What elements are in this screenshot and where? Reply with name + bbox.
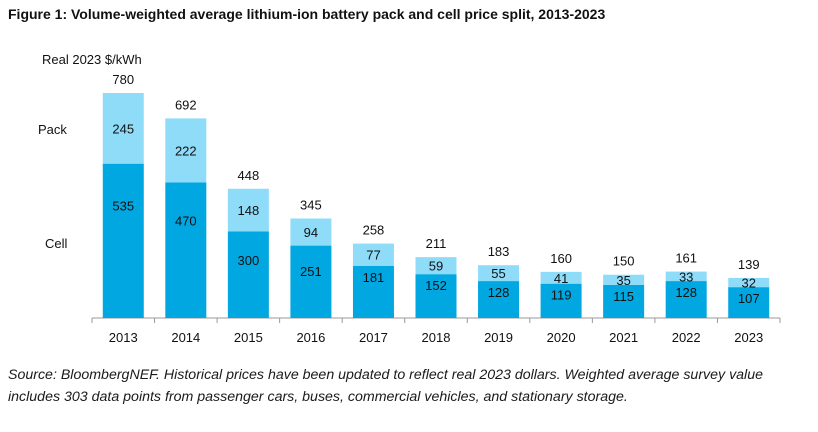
x-tick-label: 2013 (109, 330, 138, 345)
bar-pack-2021 (603, 274, 645, 285)
data-label-total: 161 (675, 251, 697, 266)
x-tick-label: 2016 (296, 330, 325, 345)
x-tick-label: 2017 (359, 330, 388, 345)
x-tick-label: 2023 (734, 330, 763, 345)
bar-pack-2018 (415, 257, 457, 275)
data-label-cell: 128 (675, 285, 697, 300)
bar-cell-2017 (352, 265, 394, 318)
bar-cell-2019 (478, 281, 520, 318)
data-label-pack: 55 (491, 266, 505, 281)
data-label-total: 448 (238, 168, 260, 183)
data-label-pack: 33 (679, 269, 693, 284)
data-label-cell: 128 (488, 285, 510, 300)
data-label-total: 211 (426, 236, 447, 251)
data-label-pack: 245 (112, 121, 134, 136)
data-label-total: 258 (363, 223, 385, 238)
bar-pack-2023 (728, 277, 770, 288)
bar-cell-2021 (603, 284, 645, 318)
bar-cell-2023 (728, 287, 770, 318)
data-label-pack: 222 (175, 143, 197, 158)
x-tick-label: 2015 (234, 330, 263, 345)
bar-cell-2016 (290, 245, 332, 318)
bar-cell-2022 (665, 281, 707, 318)
x-tick-label: 2022 (672, 330, 701, 345)
y-axis-label: Real 2023 $/kWh (42, 52, 142, 67)
bar-cell-2013 (102, 163, 144, 318)
data-label-total: 150 (613, 254, 635, 269)
bar-pack-2014 (165, 118, 207, 183)
legend-pack-label: Pack (38, 122, 67, 137)
data-label-cell: 470 (175, 214, 197, 229)
data-label-total: 345 (300, 197, 322, 212)
data-label-pack: 94 (304, 225, 318, 240)
data-label-pack: 59 (429, 259, 443, 274)
data-label-pack: 41 (554, 271, 568, 286)
x-tick-label: 2019 (484, 330, 513, 345)
data-label-pack: 148 (238, 203, 260, 218)
figure-title: Figure 1: Volume-weighted average lithiu… (8, 6, 606, 22)
legend-cell-label: Cell (45, 236, 68, 251)
bar-cell-2015 (227, 231, 269, 318)
data-label-total: 183 (488, 244, 510, 259)
data-label-total: 139 (738, 257, 760, 272)
data-label-cell: 152 (425, 278, 447, 293)
x-tick-label: 2021 (609, 330, 638, 345)
source-note: Source: BloombergNEF. Historical prices … (8, 367, 763, 405)
data-label-pack: 77 (366, 248, 380, 263)
x-tick-label: 2020 (547, 330, 576, 345)
bar-pack-2019 (478, 265, 520, 282)
bar-pack-2022 (665, 271, 707, 282)
data-label-cell: 300 (238, 253, 260, 268)
bars-group: 535 245 780 2013 470 222 692 2014 300 148 448 2015 2… (91, 72, 781, 345)
x-tick-label: 2014 (171, 330, 200, 345)
data-label-total: 160 (550, 251, 572, 266)
data-label-cell: 535 (112, 199, 134, 214)
stacked-bar-chart: Real 2023 $/kWh Pack Cell 535 245 780 2013 4… (38, 52, 781, 345)
data-label-total: 780 (112, 72, 134, 87)
data-label-cell: 181 (363, 270, 385, 285)
bar-pack-2016 (290, 218, 332, 246)
data-label-cell: 119 (551, 288, 572, 303)
bar-cell-2018 (415, 274, 457, 318)
data-label-total: 692 (175, 97, 197, 112)
data-label-pack: 35 (616, 273, 630, 288)
bar-pack-2020 (540, 271, 582, 284)
data-label-pack: 32 (741, 276, 755, 291)
data-label-cell: 251 (300, 264, 322, 279)
data-label-cell: 107 (738, 291, 760, 306)
bar-pack-2013 (102, 93, 144, 164)
bar-pack-2015 (227, 188, 269, 232)
data-label-cell: 115 (613, 289, 634, 304)
bar-cell-2020 (540, 283, 582, 318)
bar-pack-2017 (352, 243, 394, 266)
x-tick-label: 2018 (422, 330, 451, 345)
bar-cell-2014 (165, 182, 207, 318)
